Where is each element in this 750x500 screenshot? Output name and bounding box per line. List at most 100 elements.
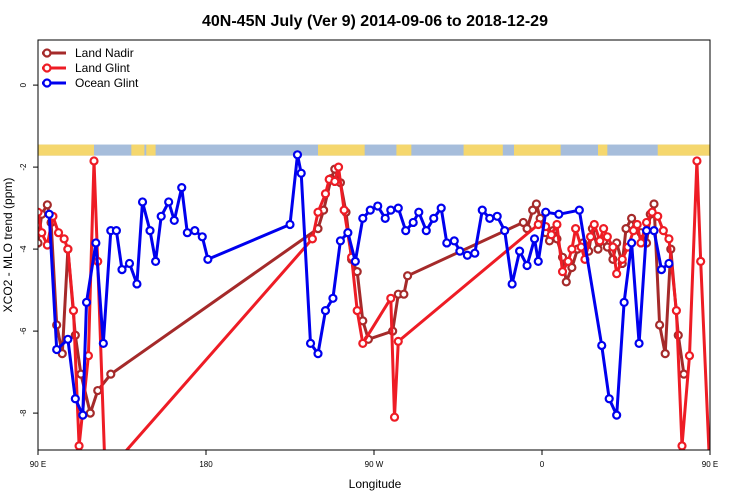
data-point xyxy=(492,211,502,221)
data-point xyxy=(692,156,702,166)
x-tick-label: 0 xyxy=(540,460,545,469)
data-point xyxy=(350,256,360,266)
x-tick-label: 180 xyxy=(199,460,213,469)
data-point xyxy=(93,385,103,396)
data-point xyxy=(98,338,108,348)
legend-swatch-marker xyxy=(42,48,52,58)
data-point xyxy=(507,279,517,289)
data-point xyxy=(38,207,43,217)
data-point xyxy=(554,209,564,219)
data-point xyxy=(436,203,446,213)
data-point xyxy=(522,260,532,271)
land-band-segment xyxy=(463,144,503,156)
y-axis-label: XCO2 - MLO trend (ppm) xyxy=(1,178,15,313)
data-point xyxy=(124,258,135,269)
data-point xyxy=(529,234,540,244)
data-point xyxy=(389,412,400,422)
series-layer xyxy=(38,150,710,450)
data-point xyxy=(89,156,99,166)
data-point xyxy=(658,226,668,236)
data-point xyxy=(132,279,142,289)
data-point xyxy=(386,205,396,215)
data-point xyxy=(52,344,62,355)
data-point xyxy=(42,200,52,210)
data-point xyxy=(546,230,556,240)
data-point xyxy=(664,258,674,269)
data-point xyxy=(335,236,345,246)
data-point xyxy=(151,256,161,266)
data-point xyxy=(164,197,174,207)
x-tick-label: 90 E xyxy=(30,460,46,469)
data-point xyxy=(59,234,69,244)
data-point xyxy=(177,183,187,193)
series-line xyxy=(38,167,686,415)
data-point xyxy=(292,150,303,160)
data-point xyxy=(296,168,306,178)
data-point xyxy=(671,306,682,316)
legend-item: Land Nadir xyxy=(42,46,134,60)
data-point xyxy=(634,338,644,348)
land-band-segment xyxy=(38,144,94,156)
data-point xyxy=(641,217,652,228)
data-point xyxy=(608,242,618,252)
series-ocean-glint xyxy=(44,150,674,420)
data-point xyxy=(533,219,543,230)
y-axis: 0 -2 -4 -6 -8 xyxy=(19,82,38,417)
data-point xyxy=(111,226,122,236)
land-band-segment xyxy=(131,144,145,156)
y-tick-label: -4 xyxy=(19,245,28,253)
land-band-segment xyxy=(318,144,365,156)
x-axis-label: Longitude xyxy=(349,477,402,491)
data-point xyxy=(70,394,80,404)
data-point xyxy=(500,226,510,236)
data-point xyxy=(449,236,459,246)
data-point xyxy=(414,207,424,217)
data-point xyxy=(63,244,73,254)
data-point xyxy=(677,441,687,450)
data-point xyxy=(653,211,663,221)
data-point xyxy=(190,226,200,236)
data-point xyxy=(44,209,54,219)
data-point xyxy=(203,254,213,264)
data-point xyxy=(386,293,396,303)
data-point xyxy=(641,226,652,236)
data-point xyxy=(656,265,667,275)
land-band-segment xyxy=(657,144,710,156)
data-point xyxy=(531,199,542,209)
data-point xyxy=(533,256,543,266)
data-point xyxy=(442,238,452,248)
data-point xyxy=(365,205,375,215)
legend-item: Ocean Glint xyxy=(42,76,139,90)
data-point xyxy=(169,215,179,225)
data-point xyxy=(621,224,631,234)
data-point xyxy=(626,213,637,223)
data-point xyxy=(552,219,562,230)
data-point xyxy=(401,226,411,236)
data-point xyxy=(393,203,403,213)
ocean-band xyxy=(38,144,710,156)
y-tick-label: -6 xyxy=(19,327,28,335)
data-point xyxy=(320,306,331,316)
legend-item: Land Glint xyxy=(42,61,130,75)
data-point xyxy=(477,205,487,215)
data-point xyxy=(313,207,323,217)
data-point xyxy=(563,256,573,266)
legend-swatch-marker xyxy=(42,63,52,73)
data-point xyxy=(570,224,581,234)
x-axis: 90 E 180 90 W 0 90 E xyxy=(30,450,718,469)
legend-label: Land Nadir xyxy=(75,46,134,60)
data-point xyxy=(197,232,207,242)
data-point xyxy=(660,349,670,359)
data-point xyxy=(393,336,403,346)
data-point xyxy=(106,369,116,379)
data-point xyxy=(81,297,92,307)
data-point xyxy=(320,189,331,199)
data-point xyxy=(330,176,340,187)
data-point xyxy=(307,234,317,244)
data-point xyxy=(352,306,362,316)
data-point xyxy=(63,334,73,344)
data-point xyxy=(595,236,605,246)
data-point xyxy=(649,199,659,209)
data-point xyxy=(305,338,316,348)
